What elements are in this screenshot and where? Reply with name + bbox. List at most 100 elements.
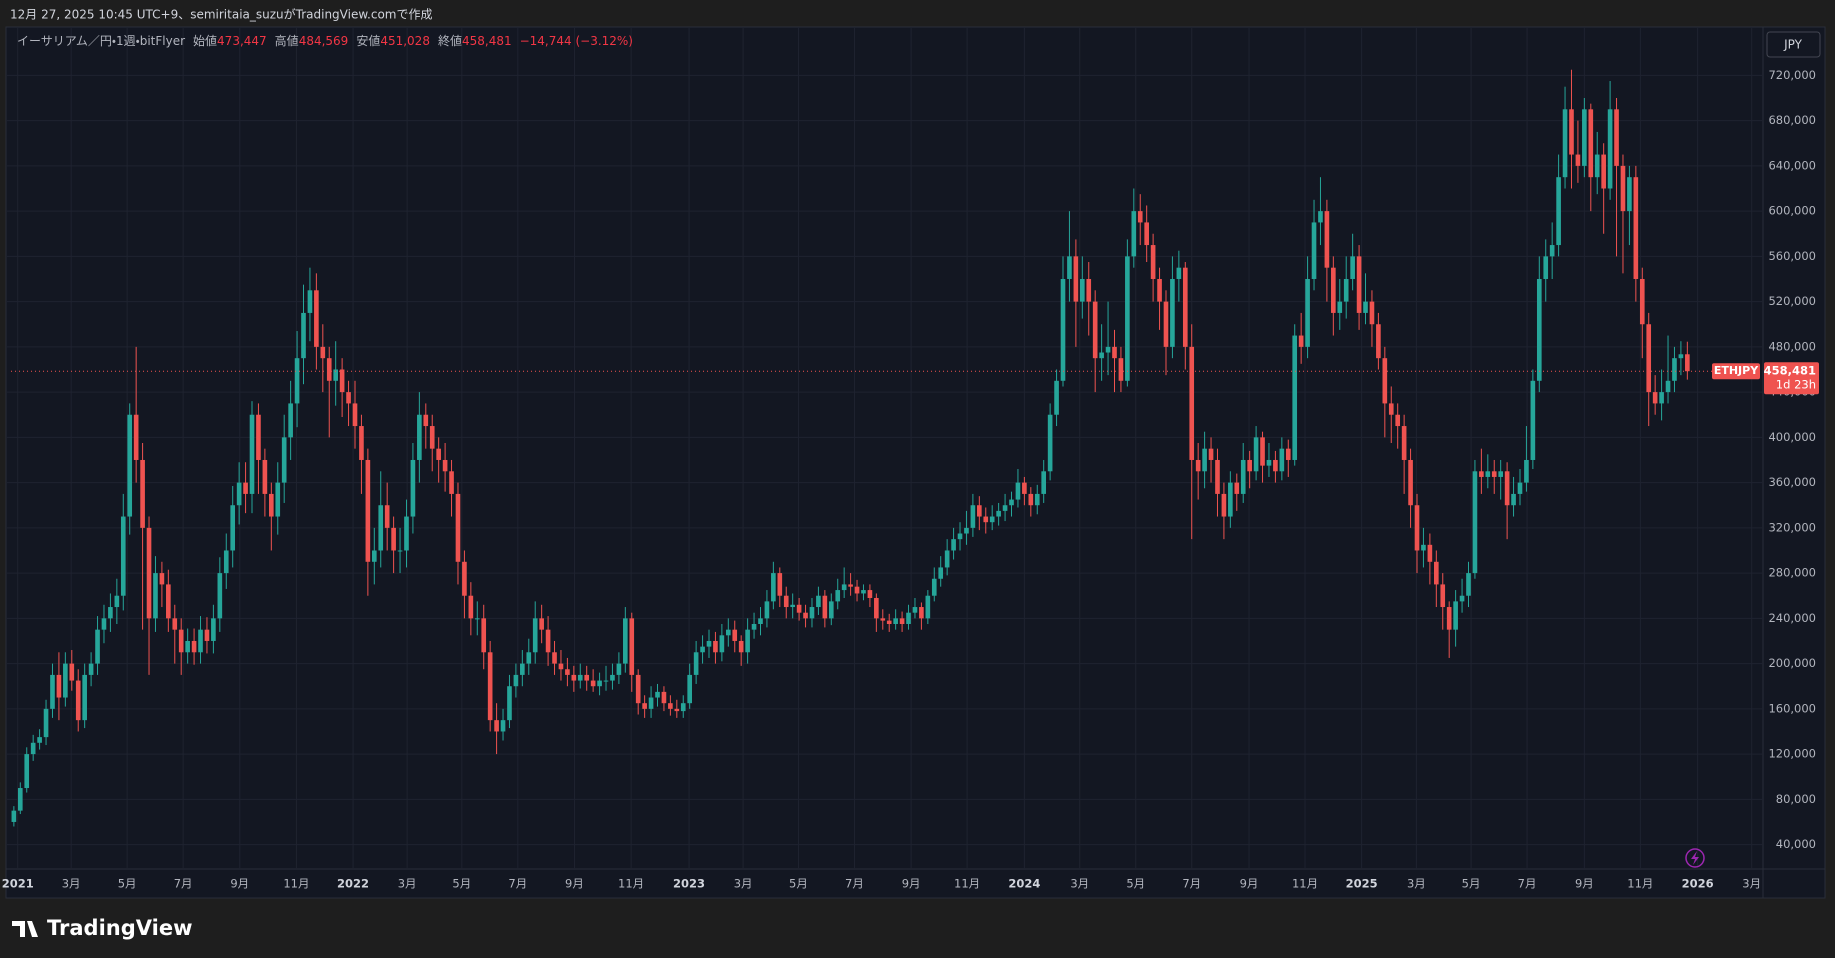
candle-body	[95, 629, 100, 664]
candle-body	[532, 618, 538, 653]
candle-body	[668, 703, 673, 709]
candle-body	[912, 607, 918, 613]
candle-body	[706, 640, 712, 647]
candle-body	[661, 691, 667, 704]
candle-body	[957, 533, 963, 540]
y-tick-label: 360,000	[1768, 475, 1816, 489]
candle-body	[1421, 544, 1426, 551]
candle-body	[1376, 324, 1381, 359]
candle-body	[944, 550, 950, 568]
candle-body	[642, 703, 647, 709]
icon-circle	[1685, 848, 1705, 868]
y-tick-label: 480,000	[1768, 339, 1816, 353]
candle-body	[1607, 109, 1613, 189]
candle-body	[1054, 380, 1059, 415]
candle-body	[391, 527, 396, 551]
candle-body	[1131, 211, 1137, 257]
candle-body	[1208, 448, 1214, 460]
candle-body	[417, 414, 422, 460]
logo-mark	[12, 921, 38, 937]
candle-body	[166, 584, 171, 619]
candle-body	[75, 680, 81, 721]
candle-body	[223, 550, 229, 574]
change-value: −14,744 (−3.12%)	[520, 34, 633, 48]
candle-body	[204, 629, 210, 641]
candle-body	[1086, 278, 1092, 302]
y-tick-label: 320,000	[1768, 520, 1816, 534]
candle-body	[346, 392, 351, 404]
candle-body	[462, 561, 467, 596]
symbol-tag-label: ETHJPY	[1714, 364, 1759, 377]
candle-body	[359, 426, 364, 460]
candle-body	[616, 663, 622, 675]
candle-body	[1112, 346, 1117, 359]
candle-body	[558, 663, 564, 670]
candle-body	[584, 674, 590, 681]
candle-body	[1015, 482, 1021, 500]
candle-body	[256, 414, 261, 460]
candle-body	[1228, 482, 1233, 517]
candle-body	[809, 607, 815, 619]
candle-body	[442, 459, 448, 472]
y-tick-label: 280,000	[1768, 566, 1816, 580]
candle-body	[874, 597, 879, 619]
candle-body	[1176, 267, 1182, 279]
candle-body	[352, 403, 358, 427]
candle-body	[841, 584, 847, 591]
candle-body	[371, 550, 377, 562]
candle-body	[1144, 222, 1149, 246]
candle-body	[37, 737, 42, 743]
candle-body	[1002, 505, 1008, 511]
candle-body	[1363, 301, 1368, 313]
candle-body	[1157, 278, 1162, 302]
currency-button[interactable]	[1766, 31, 1821, 58]
candle-body	[919, 607, 924, 619]
candle-body	[249, 414, 255, 494]
candle-body	[674, 708, 680, 712]
x-tick-label: 11月	[618, 877, 644, 891]
candle-body	[1414, 505, 1420, 551]
lightning-icon[interactable]	[1685, 848, 1705, 868]
candle-body	[1633, 177, 1639, 279]
candle-body	[1479, 471, 1484, 477]
candle-body	[410, 459, 416, 517]
open-value: 473,447	[217, 34, 267, 48]
candle-body	[1324, 211, 1330, 268]
candle-body	[262, 459, 268, 494]
candle-body	[1125, 256, 1130, 381]
candle-body	[1215, 459, 1220, 494]
x-tick-label: 11月	[1292, 877, 1318, 891]
candle-body	[172, 618, 178, 630]
y-tick-label: 680,000	[1768, 113, 1816, 127]
candle-body	[951, 539, 956, 551]
candle-body	[1543, 256, 1549, 279]
candle-body	[1388, 403, 1394, 415]
price-tag	[1764, 362, 1819, 395]
time-axis: 2021 3月 5月 7月 9月 11月 2022 3月 5月 7月 9月 11月 2023 3月 5月 7月…	[2, 877, 1761, 891]
candle-body	[1620, 165, 1626, 212]
candle-body	[1594, 154, 1600, 178]
candle-body	[964, 527, 969, 534]
candle-body	[1504, 471, 1510, 506]
candle-body	[1170, 278, 1175, 347]
candle-body	[500, 720, 506, 732]
y-tick-label: 240,000	[1768, 611, 1816, 625]
candle-body	[996, 510, 1001, 517]
candle-body	[1337, 301, 1343, 313]
x-tick-label: 3月	[1070, 877, 1089, 891]
candle-body	[108, 607, 113, 619]
candle-body	[133, 414, 139, 460]
x-tick-label: 9月	[1240, 877, 1259, 891]
x-tick-label: 2026	[1682, 877, 1714, 891]
x-tick-label: 2025	[1346, 877, 1378, 891]
candle-body	[1150, 245, 1156, 279]
candle-body	[1530, 380, 1536, 460]
candle-body	[69, 663, 75, 681]
symbol-tag	[1712, 363, 1760, 380]
candle-body	[1009, 499, 1014, 506]
x-tick-label: 2021	[2, 877, 34, 891]
candle-body	[1536, 278, 1542, 381]
candle-body	[211, 618, 216, 641]
legend-line: イーサリアム／円・1週・bitFlyer 始値473,447 高値484,569 安値…	[17, 33, 633, 48]
